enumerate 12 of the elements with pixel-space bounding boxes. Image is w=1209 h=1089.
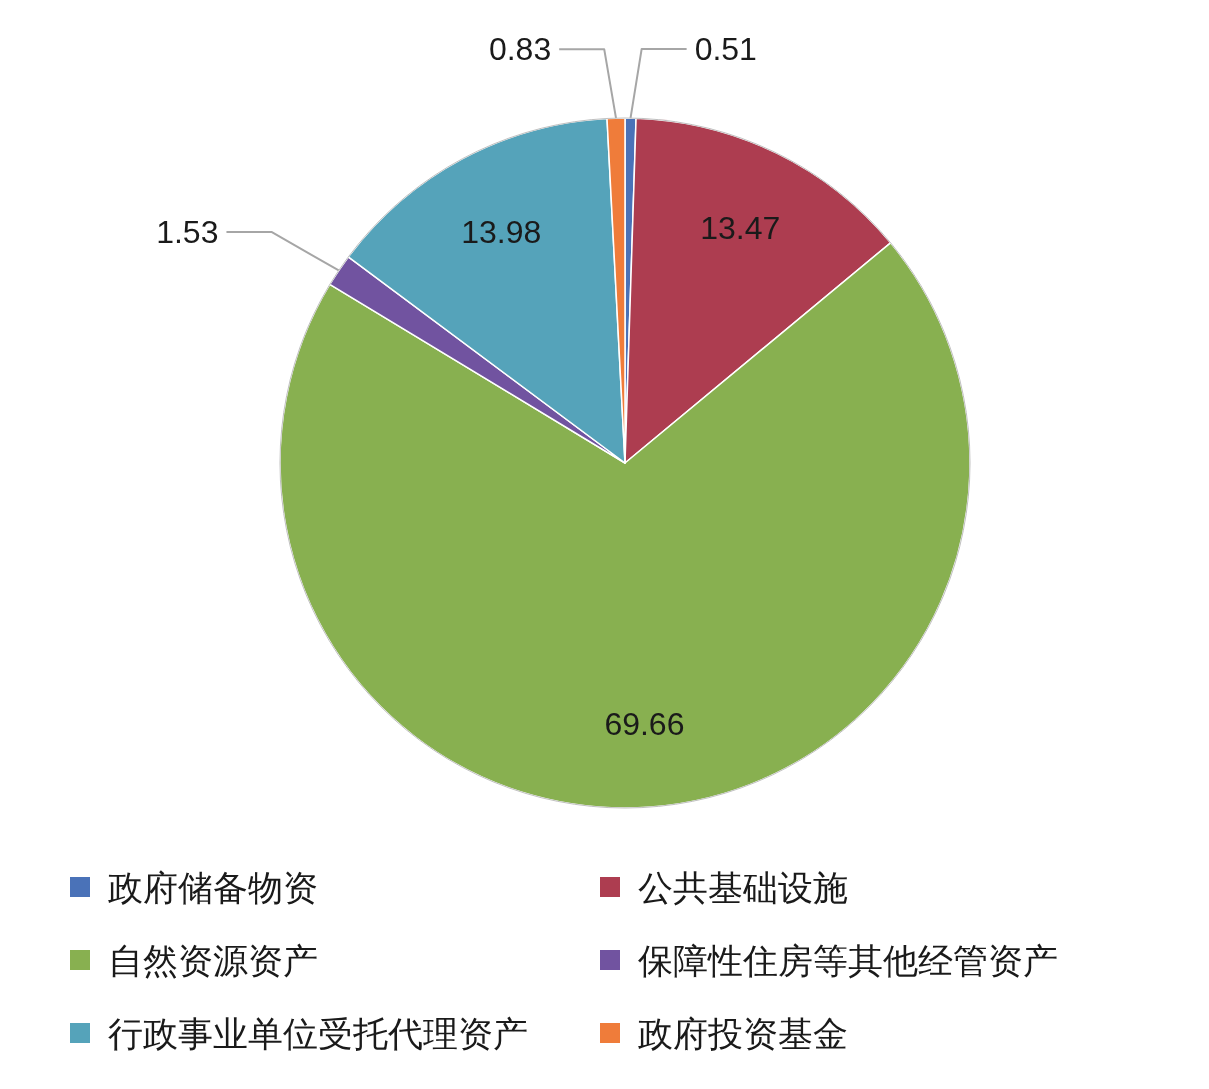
legend-label: 自然资源资产 <box>108 940 318 980</box>
data-label: 0.83 <box>488 31 552 68</box>
data-label: 13.98 <box>461 213 542 250</box>
data-label: 13.47 <box>700 209 781 246</box>
data-label: 69.66 <box>604 706 685 743</box>
data-label: 1.53 <box>156 213 219 250</box>
data-label: 0.51 <box>694 31 757 68</box>
legend-label: 行政事业单位受托代理资产 <box>108 1013 528 1053</box>
legend-label: 保障性住房等其他经管资产 <box>638 940 1058 980</box>
legend-label: 公共基础设施 <box>638 867 848 907</box>
legend-label: 政府储备物资 <box>108 867 318 907</box>
legend-label: 政府投资基金 <box>638 1013 848 1053</box>
